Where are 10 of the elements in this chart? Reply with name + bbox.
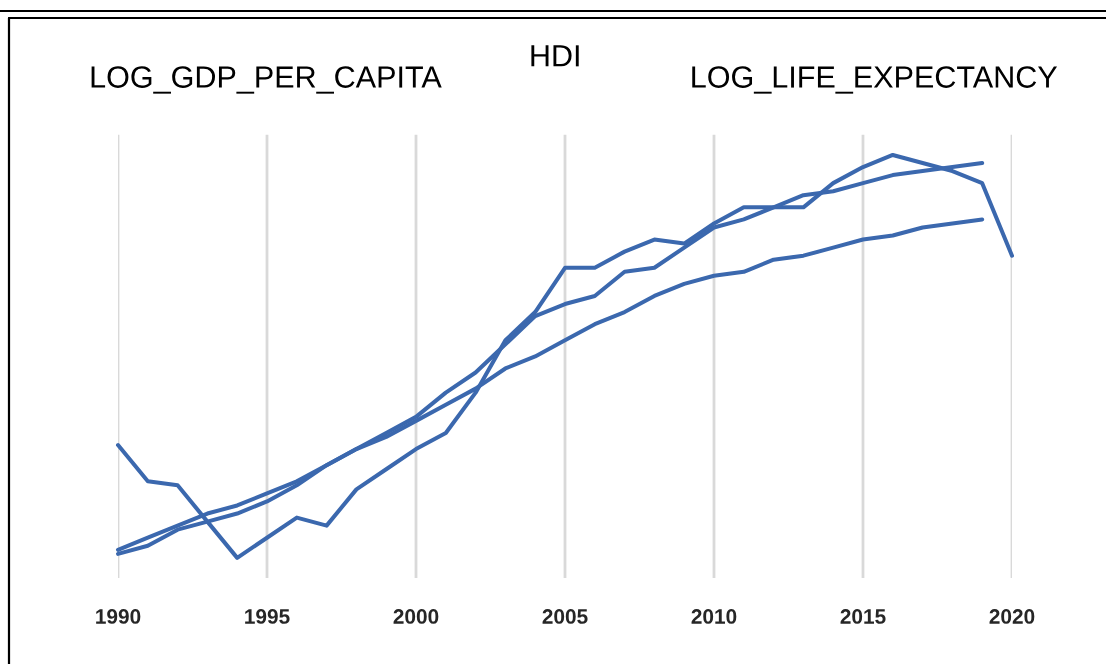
x-tick-label: 2015 bbox=[840, 609, 886, 624]
text: LOG_LIFE_EXPECTANCY bbox=[692, 66, 1058, 94]
x-tick-label: 2005 bbox=[542, 609, 588, 624]
x-tick-label: 1995 bbox=[245, 609, 290, 624]
x-tick-label: 2020 bbox=[989, 609, 1035, 624]
x-tick-label: 2000 bbox=[393, 609, 439, 624]
x-tick-label: 1990 bbox=[96, 609, 141, 624]
text: LOG_GDP_PER_CAPITA bbox=[91, 66, 442, 94]
text: HDI bbox=[531, 45, 579, 67]
x-tick-label: 2010 bbox=[691, 609, 737, 624]
